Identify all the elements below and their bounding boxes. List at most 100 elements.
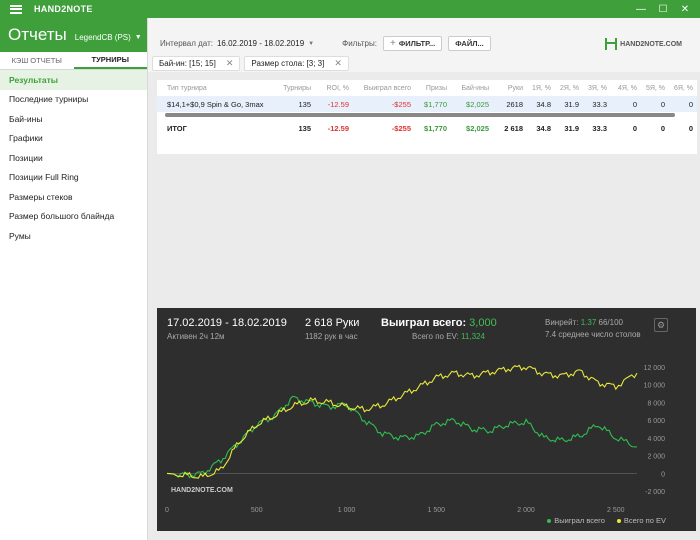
table-cell: -12.59 xyxy=(315,96,353,112)
chart-watermark: HAND2NOTE.COM xyxy=(171,487,233,494)
x-tick-label: 0 xyxy=(165,507,169,514)
series-line-won xyxy=(166,395,638,479)
results-chart: -2 000 0 2 000 4 000 6 000 8 000 10 000 12 000 0… xyxy=(165,364,666,514)
results-table: Тип турнира Турниры ROI, % Выиграл всего… xyxy=(157,80,697,112)
table-cell: $14,1+$0,9 Spin & Go, 3max xyxy=(157,96,275,112)
winrate-tail: 66/100 xyxy=(598,318,623,327)
plus-icon: + xyxy=(389,38,396,49)
table-cell: 33.3 xyxy=(583,96,611,112)
legend-item-ev[interactable]: Всего по EV xyxy=(616,516,666,525)
date-interval-label: Интервал дат: xyxy=(160,39,213,48)
column-header[interactable]: Руки xyxy=(507,84,523,92)
main-content: Интервал дат: 16.02.2019 - 18.02.2019 ▼ … xyxy=(148,18,700,540)
table-header-row: Тип турнира Турниры ROI, % Выиграл всего… xyxy=(157,80,697,96)
y-tick-label: 0 xyxy=(661,471,665,478)
filters-label: Фильтры: xyxy=(342,39,377,48)
x-tick-label: 1 500 xyxy=(428,507,446,514)
hands-count: 2 618 Руки xyxy=(305,317,360,329)
sidebar-item-positions[interactable]: Позиции xyxy=(9,152,43,163)
table-cell: 0 xyxy=(611,96,641,112)
filter-row: Интервал дат: 16.02.2019 - 18.02.2019 ▼ … xyxy=(160,36,491,51)
column-header[interactable]: 6Я, % xyxy=(673,84,693,92)
table-cell: 2618 xyxy=(493,96,527,112)
graph-panel: 17.02.2019 - 18.02.2019 Активен 2ч 12м 2… xyxy=(157,308,696,531)
horizontal-scrollbar[interactable] xyxy=(165,113,675,117)
chevron-down-icon[interactable]: ▼ xyxy=(134,33,142,41)
table-cell: $1,770 xyxy=(415,96,451,112)
total-won: Выиграл всего: 3,000 xyxy=(381,317,497,329)
page-title: Отчеты xyxy=(8,25,67,44)
filter-chip-table-size[interactable]: Размер стола: [3; 3] ✕ xyxy=(244,56,349,71)
x-tick-label: 2 000 xyxy=(517,507,535,514)
total-ev: Всего по EV: 11,324 xyxy=(412,332,485,341)
column-header[interactable]: Турниры xyxy=(283,84,311,92)
column-header[interactable]: 2Я, % xyxy=(559,84,579,92)
sidebar-item-results[interactable]: Результаты xyxy=(0,70,147,90)
sidebar: Отчеты LegendCB (PS) ▼ КЭШ ОТЧЕТЫ ТУРНИР… xyxy=(0,18,148,540)
y-tick-label: 6 000 xyxy=(647,418,665,425)
minimize-icon[interactable]: — xyxy=(636,3,646,15)
active-filters: Бай-ин: [15; 15] ✕ Размер стола: [3; 3] ✕ xyxy=(152,56,353,71)
sidebar-item-stack-sizes[interactable]: Размеры стеков xyxy=(9,191,73,202)
account-selector[interactable]: LegendCB (PS) xyxy=(74,32,131,42)
filter-chip-buyin[interactable]: Бай-ин: [15; 15] ✕ xyxy=(152,56,241,71)
graph-summary: 17.02.2019 - 18.02.2019 Активен 2ч 12м 2… xyxy=(157,308,696,348)
table-row[interactable]: $14,1+$0,9 Spin & Go, 3max 135 -12.59 -$… xyxy=(157,96,697,112)
column-header[interactable]: Тип турнира xyxy=(167,84,207,92)
close-icon[interactable]: ✕ xyxy=(334,58,342,68)
close-icon[interactable]: ✕ xyxy=(225,58,234,68)
column-header[interactable]: 1Я, % xyxy=(531,84,551,92)
column-header[interactable]: 4Я, % xyxy=(617,84,637,92)
column-header[interactable]: 3Я, % xyxy=(587,84,607,92)
brand-logo: HAND2NOTE.COM xyxy=(605,38,682,50)
tab-cash-reports[interactable]: КЭШ ОТЧЕТЫ xyxy=(11,56,62,65)
maximize-icon[interactable]: ☐ xyxy=(658,3,668,15)
sidebar-item-recent-tournaments[interactable]: Последние турниры xyxy=(9,94,89,105)
table-cell: $2,025 xyxy=(451,96,493,112)
date-range-selector[interactable]: 16.02.2019 - 18.02.2019 xyxy=(216,39,305,48)
tab-tournaments[interactable]: ТУРНИРЫ xyxy=(73,52,147,69)
column-header[interactable]: Бай-ины xyxy=(461,84,489,92)
x-tick-label: 1 000 xyxy=(338,507,356,514)
sidebar-item-buyins[interactable]: Бай-ины xyxy=(9,113,43,124)
winrate-value: 1.37 xyxy=(580,318,597,327)
sidebar-item-positions-full-ring[interactable]: Позиции Full Ring xyxy=(9,172,79,183)
table-cell: $1,770 xyxy=(424,123,447,133)
sidebar-item-rooms[interactable]: Румы xyxy=(9,230,31,241)
menu-icon[interactable] xyxy=(10,4,22,14)
sidebar-item-graphs[interactable]: Графики xyxy=(9,133,43,144)
file-button[interactable]: ФАЙЛ... xyxy=(448,36,491,51)
app-title: HAND2NOTE xyxy=(34,4,93,14)
add-filter-button[interactable]: + ФИЛЬТР... xyxy=(382,36,443,51)
table-total-row: ИТОГ 135 -12.59 -$255 $1,770 $2,025 2 61… xyxy=(157,120,697,136)
x-tick-label: 500 xyxy=(251,507,263,514)
column-header[interactable]: Выиграл всего xyxy=(363,84,411,92)
y-tick-label: 12 000 xyxy=(644,365,666,372)
gear-icon[interactable]: ⚙ xyxy=(654,318,668,332)
chart-legend: Выиграл всего Всего по EV xyxy=(535,516,666,525)
totals-table: ИТОГ 135 -12.59 -$255 $1,770 $2,025 2 61… xyxy=(157,120,697,136)
legend-item-won[interactable]: Выиграл всего xyxy=(547,516,605,525)
sidebar-menu: Результаты Последние турниры Бай-ины Гра… xyxy=(0,70,147,246)
series-line-ev xyxy=(166,364,638,479)
legend-label: Всего по EV xyxy=(623,516,666,525)
sidebar-tabs: КЭШ ОТЧЕТЫ ТУРНИРЫ xyxy=(0,52,147,70)
average-tables: 7.4 среднее число столов xyxy=(545,330,641,339)
filter-chip-label: Бай-ин: [15; 15] xyxy=(159,59,216,68)
y-tick-label: 8 000 xyxy=(647,400,665,407)
sidebar-item-big-blind-size[interactable]: Размер большого блайнда xyxy=(9,211,115,222)
toolbar: Интервал дат: 16.02.2019 - 18.02.2019 ▼ … xyxy=(148,18,700,72)
table-cell: 0 xyxy=(641,96,669,112)
column-header[interactable]: ROI, % xyxy=(326,84,349,92)
column-header[interactable]: Призы xyxy=(425,84,447,92)
table-cell: $2,025 xyxy=(466,123,489,133)
table-cell: 0 xyxy=(660,123,665,133)
sidebar-header: Отчеты LegendCB (PS) ▼ xyxy=(0,18,147,52)
total-ev-value: 11,324 xyxy=(461,332,485,341)
column-header[interactable]: 5Я, % xyxy=(645,84,665,92)
table-cell: 0 xyxy=(669,96,697,112)
close-icon[interactable]: ✕ xyxy=(680,3,690,15)
chevron-down-icon[interactable]: ▼ xyxy=(308,40,315,47)
total-ev-label: Всего по EV: xyxy=(412,332,459,341)
